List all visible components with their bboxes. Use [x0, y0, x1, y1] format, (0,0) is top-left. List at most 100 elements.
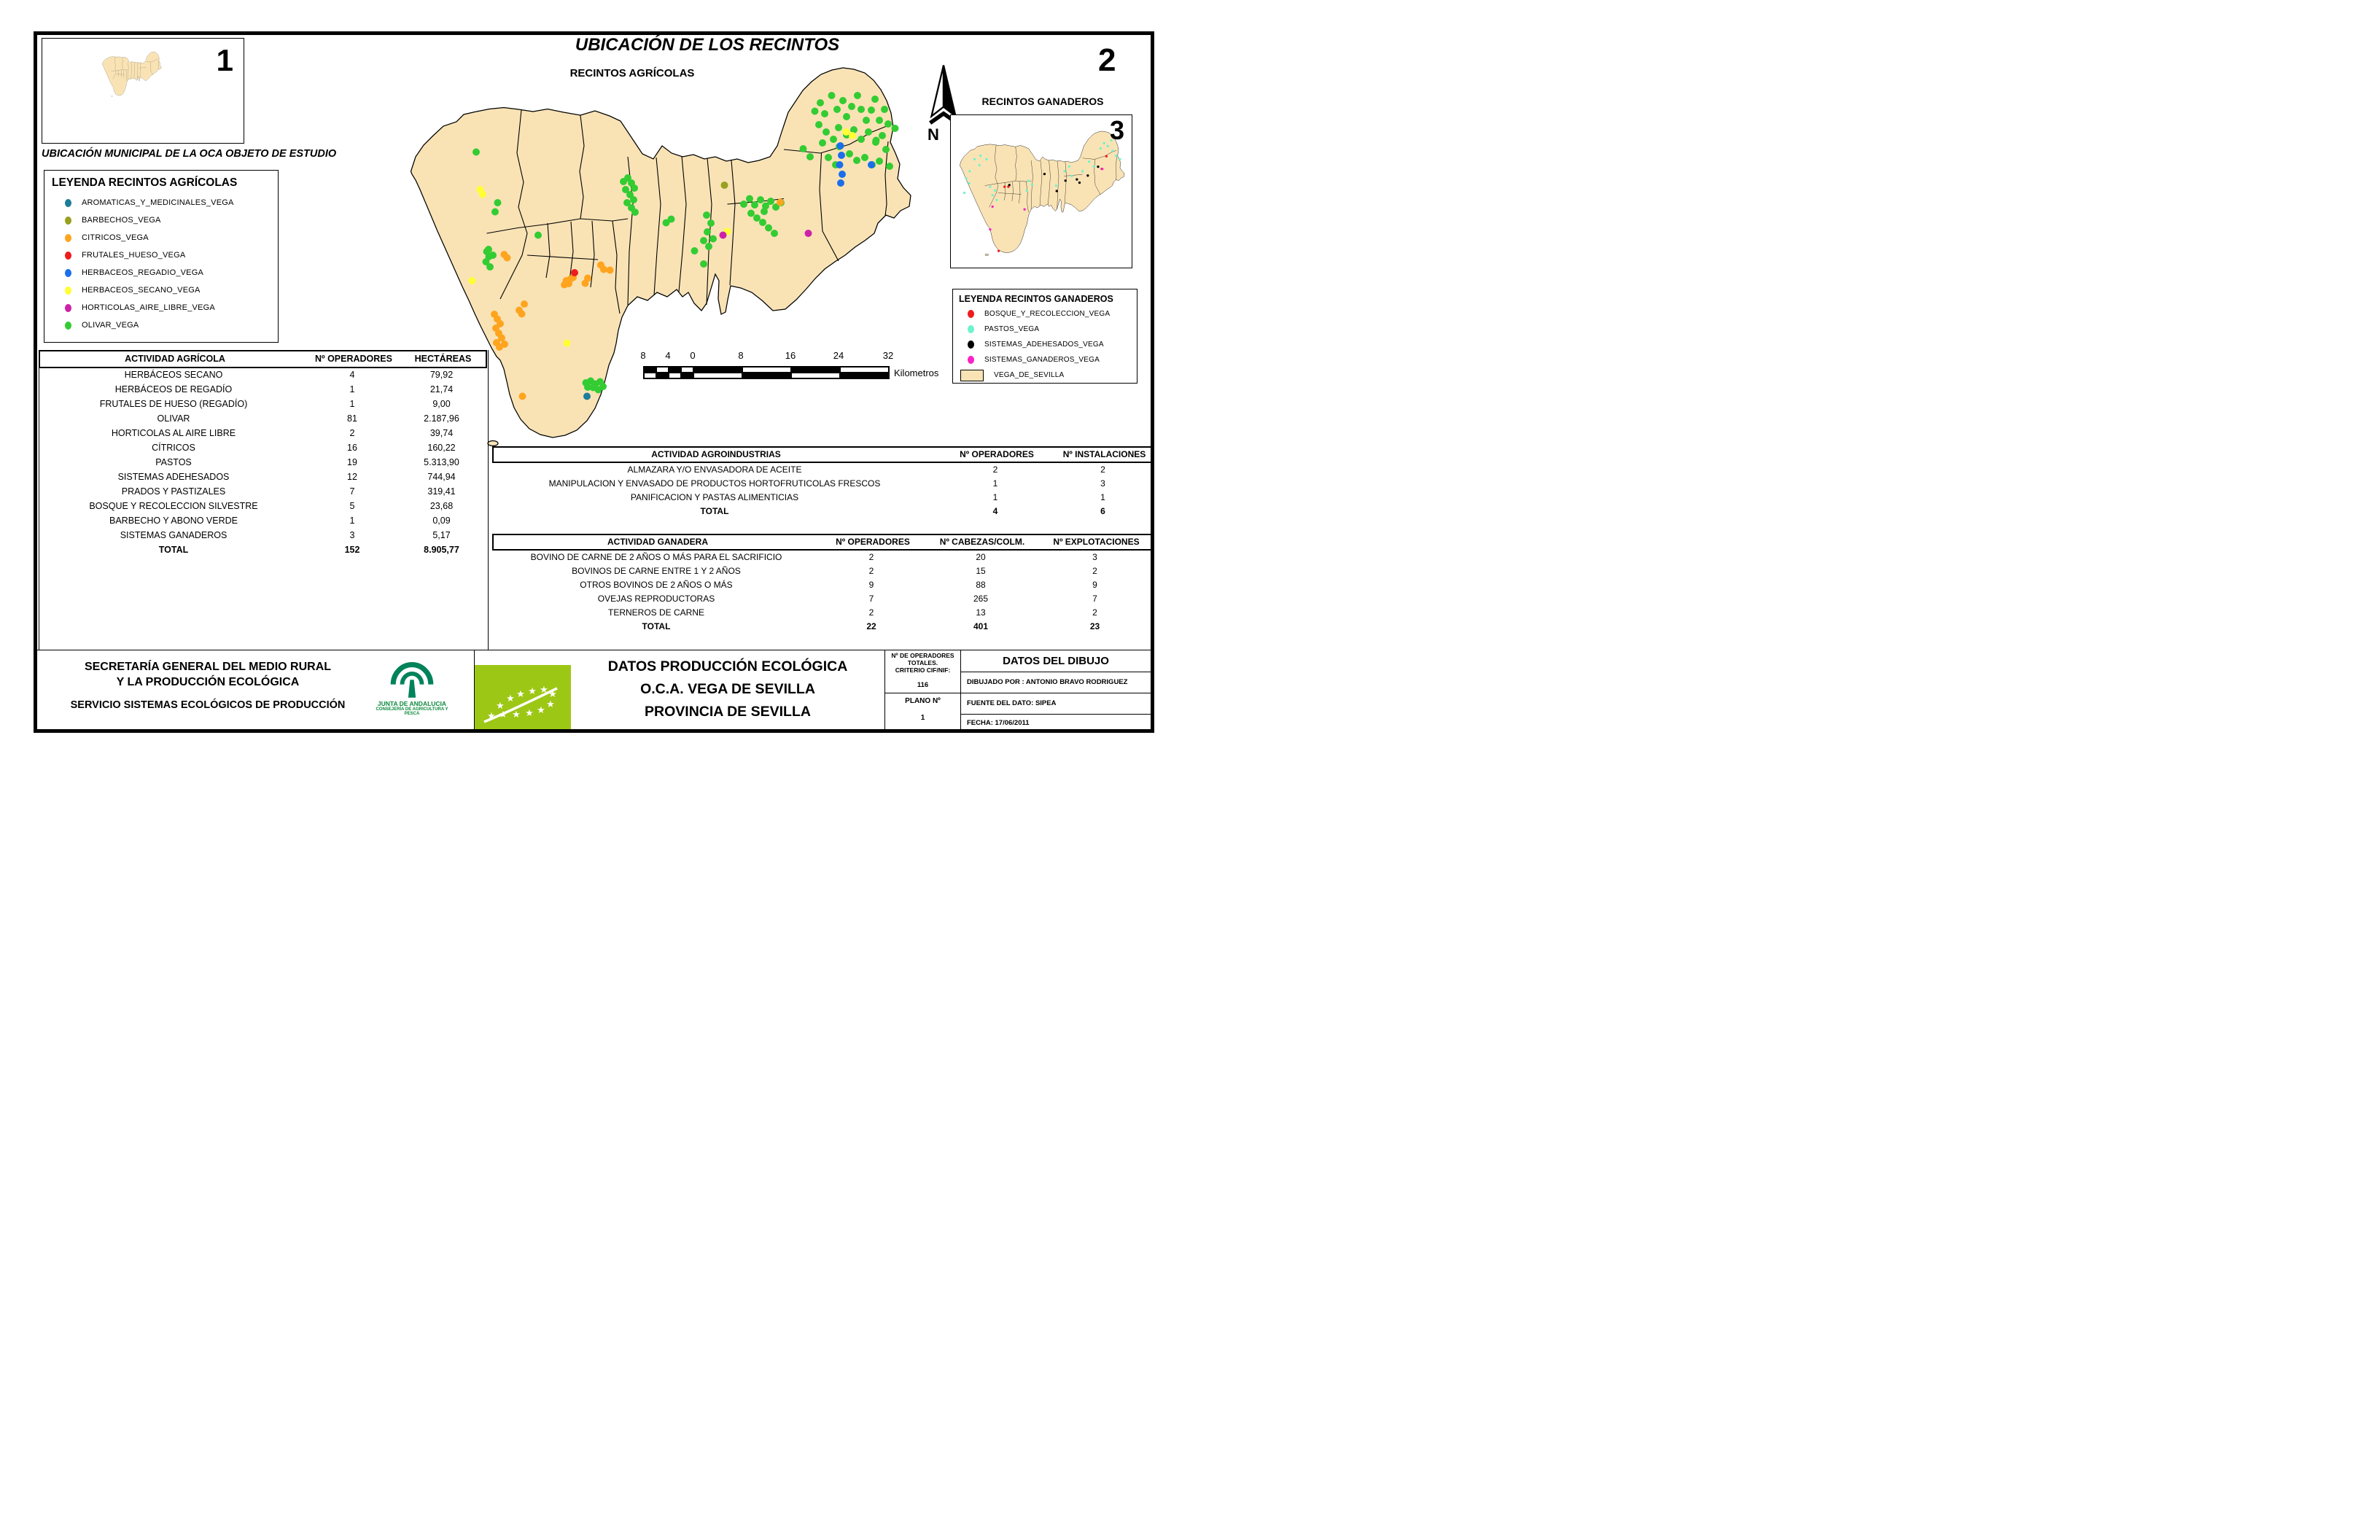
- legend-item: HERBACEOS_SECANO_VEGA: [44, 281, 278, 299]
- page-title: UBICACIÓN DE LOS RECINTOS: [575, 35, 840, 55]
- table-cell: 23,68: [429, 501, 454, 512]
- table-cell: 5,17: [432, 530, 451, 541]
- table-cell: 9: [1092, 580, 1097, 591]
- table-cell: BARBECHO Y ABONO VERDE: [109, 516, 238, 526]
- legend-item-label: PASTOS_VEGA: [984, 325, 1040, 333]
- table-cell: 265: [973, 594, 989, 604]
- junta-dept: CONSEJERÍA DE AGRICULTURA Y PESCA: [376, 707, 448, 716]
- column-header: ACTIVIDAD AGRÍCOLA: [125, 353, 225, 364]
- herbaceos_secano-dots-layer: [468, 128, 856, 347]
- legend-dot-icon: [65, 268, 71, 277]
- table-cell: SISTEMAS GANADEROS: [120, 530, 228, 541]
- operators-label3: CRITERIO CIF/NIF:: [895, 666, 951, 674]
- legend-dot-icon: [65, 286, 71, 295]
- subtitle-agricolas: RECINTOS AGRÍCOLAS: [569, 67, 695, 79]
- svg-text:★: ★: [525, 707, 534, 718]
- legend-item-label: HORTICOLAS_AIRE_LIBRE_VEGA: [82, 303, 215, 312]
- table-row: SISTEMAS GANADEROS 3 5,17: [39, 529, 487, 543]
- legend-item: PASTOS_VEGA: [953, 322, 1137, 337]
- scalebar-bar: [643, 366, 890, 379]
- column-header: HECTÁREAS: [414, 353, 472, 364]
- legend-dot-icon: [968, 341, 974, 349]
- svg-text:★: ★: [512, 709, 521, 720]
- page-border: [34, 31, 1154, 733]
- table-cell: TOTAL: [700, 506, 729, 517]
- legend-dot-icon: [65, 251, 71, 260]
- scale-segment: [644, 373, 656, 378]
- scale-segment: [669, 373, 681, 378]
- table-cell: 13: [976, 607, 986, 618]
- table-row: TERNEROS DE CARNE 2 13 2: [492, 606, 1152, 620]
- doc-title1: DATOS PRODUCCIÓN ECOLÓGICA: [607, 658, 848, 674]
- table-cell: 152: [344, 545, 360, 556]
- doc-title2: O.C.A. VEGA DE SEVILLA: [640, 681, 815, 697]
- scale-segment: [840, 373, 889, 378]
- table-cell: 1: [349, 516, 355, 526]
- drawing-date: FECHA: 17/06/2011: [967, 719, 1030, 727]
- legend-item: HERBACEOS_REGADIO_VEGA: [44, 264, 278, 281]
- table-row: SISTEMAS ADEHESADOS 12 744,94: [39, 470, 487, 485]
- table-cell: MANIPULACION Y ENVASADO DE PRODUCTOS HOR…: [548, 478, 881, 489]
- olivar-dots-layer: [472, 92, 899, 394]
- column-header: ACTIVIDAD GANADERA: [607, 537, 708, 548]
- legend-item: CITRICOS_VEGA: [44, 229, 278, 246]
- sistemas_ganaderos-dots-layer: [989, 168, 1104, 231]
- table-cell: 12: [347, 472, 357, 483]
- inset-caption: UBICACIÓN MUNICIPAL DE LA OCA OBJETO DE …: [42, 148, 337, 160]
- plano-value: 1: [920, 714, 925, 722]
- scale-segment: [693, 367, 742, 373]
- legend-item-label: AROMATICAS_Y_MEDICINALES_VEGA: [82, 198, 234, 207]
- table-cell: HERBÁCEOS DE REGADÍO: [114, 384, 233, 395]
- table-actividad-ganadera: ACTIVIDAD GANADERA Nº OPERADORES Nº CABEZA…: [492, 534, 1152, 634]
- scale-tick-label: 4: [665, 350, 671, 361]
- legend-dot-icon: [65, 303, 71, 312]
- table-cell: 2: [1092, 607, 1097, 618]
- table-actividad-agroindustrias: ACTIVIDAD AGROINDUSTRIAS Nº OPERADORES Nº …: [492, 446, 1152, 518]
- footer-organization: SECRETARÍA GENERAL DEL MEDIO RURAL Y LA …: [44, 661, 372, 711]
- table-cell: 744,94: [427, 472, 456, 483]
- scale-tick-label: 0: [690, 350, 696, 361]
- legend-item: VEGA_DE_SEVILLA: [953, 368, 1137, 383]
- legend-item-label: FRUTALES_HUESO_VEGA: [82, 251, 186, 260]
- inset2-number: 2: [1098, 42, 1116, 78]
- svg-text:★: ★: [496, 700, 505, 711]
- table-row: TOTAL 4 6: [492, 505, 1152, 518]
- table-cell: 2: [992, 464, 998, 475]
- legend-item: FRUTALES_HUESO_VEGA: [44, 246, 278, 264]
- compass-label: N: [928, 125, 939, 144]
- table-cell: SISTEMAS ADEHESADOS: [117, 472, 230, 483]
- ganadera-dots: [962, 139, 1121, 252]
- scale-segment: [742, 373, 791, 378]
- org-line2: Y LA PRODUCCIÓN ECOLÓGICA: [116, 676, 300, 688]
- map-ganaderos-box: 3: [950, 114, 1132, 268]
- table-cell: TOTAL: [642, 621, 671, 632]
- legend-dot-icon: [968, 310, 974, 318]
- scalebar-unit: Kilometros: [894, 368, 939, 378]
- legend-item: BOSQUE_Y_RECOLECCION_VEGA: [953, 306, 1137, 322]
- scale-segment: [742, 367, 791, 373]
- table-row: CÍTRICOS 16 160,22: [39, 441, 487, 456]
- table-cell: 1: [992, 492, 998, 503]
- table-cell: 3: [1092, 552, 1097, 563]
- table-row: BOVINOS DE CARNE ENTRE 1 Y 2 AÑOS 2 15 2: [492, 564, 1152, 578]
- table-cell: OTROS BOVINOS DE 2 AÑOS O MÁS: [580, 580, 733, 591]
- table-row: BOSQUE Y RECOLECCION SILVESTRE 5 23,68: [39, 499, 487, 514]
- footer-plano-cell: PLANO Nº 1: [885, 697, 960, 722]
- table-cell: 4: [349, 370, 355, 381]
- legend-item-label: CITRICOS_VEGA: [82, 233, 149, 242]
- table-cell: 4: [992, 506, 998, 517]
- operators-value: 116: [917, 681, 929, 689]
- eu-organic-logo: ★★★ ★ ★ ★ ★★★ ★★★: [474, 665, 571, 729]
- adehesados-dots-layer: [1008, 165, 1100, 192]
- table-cell: 19: [347, 457, 357, 468]
- operators-label1: Nº DE OPERADORES: [891, 652, 954, 659]
- scale-tick-label: 16: [785, 350, 796, 361]
- scale-segment: [791, 373, 840, 378]
- scale-segment: [681, 373, 693, 378]
- legend-item-label: BARBECHOS_VEGA: [82, 216, 161, 225]
- legend-dot-icon: [65, 233, 71, 242]
- svg-text:★: ★: [528, 685, 537, 696]
- table-row: HERBÁCEOS DE REGADÍO 1 21,74: [39, 383, 487, 397]
- operators-label2: TOTALES.: [907, 659, 938, 666]
- area-swatch: [960, 369, 984, 381]
